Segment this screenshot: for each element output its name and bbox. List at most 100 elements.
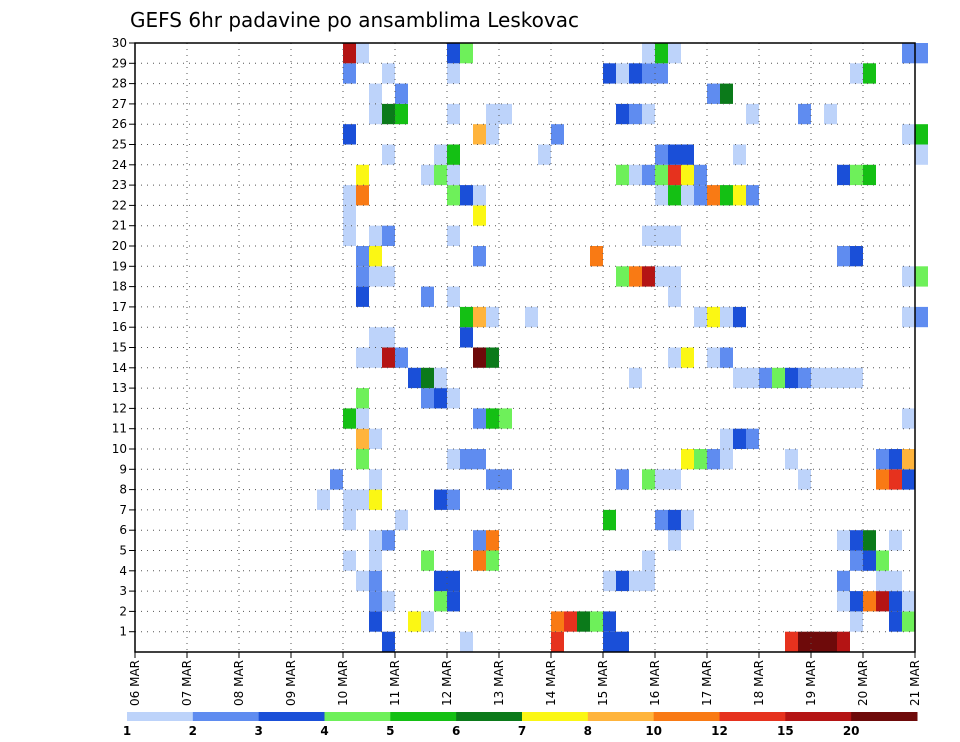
heatmap-cell (343, 124, 356, 145)
heatmap-cell (655, 469, 668, 490)
heatmap-cell (382, 327, 395, 348)
x-tick-label: 11 MAR (388, 660, 402, 706)
heatmap-cell (356, 408, 369, 429)
heatmap-cell (356, 449, 369, 470)
heatmap-cell (486, 306, 499, 328)
heatmap-cell (434, 570, 447, 592)
y-tick-label: 4 (119, 564, 127, 578)
heatmap-cell (343, 63, 356, 84)
heatmap-cell (616, 63, 629, 84)
heatmap-cell (473, 124, 486, 145)
heatmap-cell (681, 449, 694, 470)
heatmap-cell (343, 185, 356, 206)
heatmap-cell (863, 550, 876, 571)
heatmap-cell (681, 347, 694, 368)
heatmap-cell (551, 124, 564, 145)
heatmap-cell (902, 43, 915, 64)
heatmap-cell (486, 530, 499, 551)
y-tick-label: 26 (112, 117, 127, 131)
heatmap-cell (655, 144, 668, 165)
x-tick-label: 06 MAR (128, 660, 142, 706)
x-tick-label: 18 MAR (752, 660, 766, 706)
heatmap-cell (850, 367, 863, 389)
heatmap-cell (720, 306, 733, 328)
heatmap-cell (486, 103, 499, 125)
heatmap-cell (629, 367, 642, 389)
heatmap-cell (356, 246, 369, 267)
heatmap-cell (356, 43, 369, 64)
heatmap-cell (603, 509, 616, 531)
heatmap-cell (447, 449, 460, 470)
heatmap-cell (720, 449, 733, 470)
heatmap-cell (863, 164, 876, 186)
colorbar-label: 4 (320, 724, 328, 738)
heatmap-cell (434, 388, 447, 409)
colorbar-label: 5 (386, 724, 394, 738)
heatmap-cell (603, 63, 616, 84)
colorbar-swatch (587, 712, 655, 721)
heatmap-cell (460, 185, 473, 206)
heatmap-cell (629, 103, 642, 125)
heatmap-cell (720, 185, 733, 206)
heatmap-cell (616, 469, 629, 490)
heatmap-cell (668, 347, 681, 368)
heatmap-cell (356, 164, 369, 186)
colorbar-swatch (653, 712, 720, 721)
heatmap-cell (551, 611, 564, 632)
heatmap-cell (889, 570, 902, 592)
heatmap-cell (616, 631, 629, 652)
heatmap-cell (434, 164, 447, 186)
heatmap-cell (746, 367, 759, 389)
heatmap-cell (486, 408, 499, 429)
heatmap-cell (369, 570, 382, 592)
heatmap-cell (655, 43, 668, 64)
heatmap-cell (447, 591, 460, 612)
colorbar-label: 6 (452, 724, 460, 738)
heatmap-cell (408, 367, 421, 389)
heatmap-cell (850, 530, 863, 551)
colorbar-label: 1 (123, 724, 131, 738)
y-axis: 1234567891011121314151617181920212223242… (112, 36, 135, 639)
heatmap-cell (447, 164, 460, 186)
heatmap-cell (837, 530, 850, 551)
y-tick-label: 11 (112, 422, 127, 436)
heatmap-cell (421, 164, 434, 186)
heatmap-cell (317, 489, 330, 510)
heatmap-cell (486, 550, 499, 571)
x-tick-label: 19 MAR (804, 660, 818, 706)
heatmap-cell (876, 591, 889, 612)
heatmap-cell (460, 43, 473, 64)
heatmap-cell (902, 449, 915, 470)
heatmap-cell (369, 591, 382, 612)
y-tick-label: 18 (112, 280, 127, 294)
heatmap-cell (720, 428, 733, 449)
x-axis: 06 MAR 07 MAR 08 MAR 09 MAR 10 MAR 11 MAR 12 M… (128, 652, 922, 706)
heatmap-cell (902, 408, 915, 429)
heatmap-cell (902, 469, 915, 490)
heatmap-cell (343, 550, 356, 571)
heatmap-cell (668, 225, 681, 246)
heatmap-cell (382, 631, 395, 652)
heatmap-cell (824, 367, 837, 389)
heatmap-cell (733, 306, 746, 328)
y-tick-label: 21 (112, 219, 127, 233)
heatmap-cell (642, 103, 655, 125)
colorbar-swatch (192, 712, 260, 721)
heatmap-cells (317, 43, 928, 652)
y-tick-label: 17 (112, 300, 127, 314)
heatmap-cell (694, 185, 707, 206)
heatmap-cell (668, 185, 681, 206)
heatmap-cell (837, 631, 850, 652)
heatmap-cell (837, 591, 850, 612)
y-tick-label: 24 (112, 158, 127, 172)
heatmap-cell (395, 83, 408, 104)
heatmap-cell (421, 611, 434, 632)
heatmap-cell (356, 266, 369, 287)
heatmap-cell (850, 591, 863, 612)
heatmap-cell (343, 489, 356, 510)
heatmap-cell (395, 509, 408, 531)
y-tick-label: 12 (112, 401, 127, 415)
y-tick-label: 3 (119, 584, 127, 598)
heatmap-cell (785, 631, 798, 652)
colorbar-label: 2 (189, 724, 197, 738)
